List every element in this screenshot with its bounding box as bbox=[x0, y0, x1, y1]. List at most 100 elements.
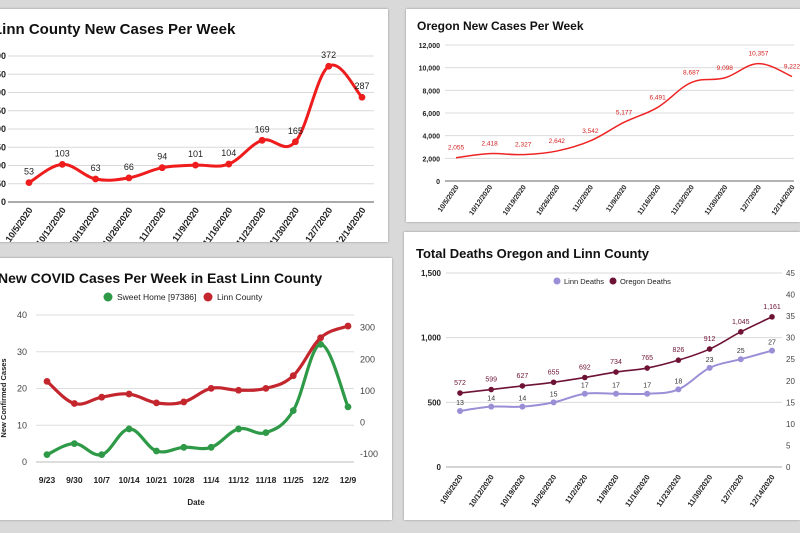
y-right-tick-label: 0 bbox=[786, 463, 791, 472]
data-label: 94 bbox=[157, 152, 167, 162]
data-point bbox=[70, 400, 78, 407]
x-tick-label: 10/12/2020 bbox=[34, 205, 68, 242]
y-left-tick-label: 500 bbox=[428, 398, 442, 407]
legend-label: Oregon Deaths bbox=[620, 277, 671, 286]
data-label: 912 bbox=[704, 336, 716, 343]
x-tick-label: 10/7 bbox=[93, 475, 110, 485]
y-tick-label: 6,000 bbox=[422, 111, 440, 118]
x-axis-title: Date bbox=[187, 498, 205, 507]
data-point bbox=[235, 386, 242, 394]
data-label: 169 bbox=[255, 124, 270, 134]
data-point bbox=[207, 384, 215, 392]
data-label: 372 bbox=[321, 50, 336, 60]
data-point bbox=[317, 334, 325, 342]
data-point bbox=[292, 138, 299, 146]
x-tick-label: 12/14/2020 bbox=[334, 205, 368, 242]
data-point bbox=[225, 160, 233, 168]
y-right-tick-label: 100 bbox=[360, 386, 375, 396]
data-point bbox=[317, 341, 325, 348]
data-point bbox=[262, 429, 270, 436]
x-tick-label: 11/16/2020 bbox=[637, 184, 663, 216]
data-point bbox=[92, 175, 99, 183]
x-tick-label: 12/14/2020 bbox=[748, 473, 777, 509]
east-linn-title: New COVID Cases Per Week in East Linn Co… bbox=[0, 270, 323, 286]
data-point bbox=[158, 164, 166, 172]
data-point bbox=[258, 136, 266, 144]
data-label: 9,222 bbox=[784, 63, 800, 70]
x-tick-label: 11/2/2020 bbox=[563, 473, 589, 505]
x-tick-label: 10/26/2020 bbox=[536, 184, 562, 217]
linn-cases-chart: 0 50 100 150 200 250 300 350 400 53 103 63 66 94 101 10… bbox=[0, 50, 374, 242]
data-label: 6,491 bbox=[649, 94, 666, 101]
data-point bbox=[262, 384, 270, 392]
data-point bbox=[98, 393, 106, 401]
data-label: 17 bbox=[581, 383, 589, 390]
linn-cases-title: Linn County New Cases Per Week bbox=[0, 21, 236, 38]
data-point bbox=[582, 374, 588, 381]
data-point bbox=[675, 386, 682, 393]
y-tick-label: 350 bbox=[0, 69, 6, 79]
y-left-tick-label: 30 bbox=[17, 347, 27, 357]
x-tick-label: 11/9/2020 bbox=[605, 184, 628, 213]
east-linn-chart: 0 10 20 30 40 -100 0 100 200 300 9/23 9/30 10/7 10/14… bbox=[0, 292, 378, 507]
oregon-cases-title: Oregon New Cases Per Week bbox=[417, 19, 584, 33]
y-right-tick-label: 0 bbox=[360, 417, 365, 427]
x-tick-label: 11/16/2020 bbox=[623, 473, 652, 509]
oregon-cases-chart: 0 2,000 4,000 6,000 8,000 10,000 12,000 2,055 2,… bbox=[419, 43, 800, 217]
data-point bbox=[706, 346, 713, 352]
y-tick-label: 200 bbox=[0, 124, 6, 134]
y-left-tick-label: 0 bbox=[437, 463, 442, 472]
data-point bbox=[550, 399, 557, 406]
x-tick-label: 10/5/2020 bbox=[438, 473, 465, 506]
data-point bbox=[58, 161, 66, 168]
x-tick-label: 11/25 bbox=[283, 475, 304, 485]
data-point bbox=[613, 369, 619, 375]
y-tick-label: 8,000 bbox=[422, 88, 440, 95]
data-point bbox=[344, 403, 352, 411]
data-point bbox=[344, 322, 352, 330]
x-tick-label: 12/2 bbox=[312, 475, 329, 485]
y-left-tick-label: 1,000 bbox=[421, 334, 442, 343]
x-tick-label: 10/12/2020 bbox=[467, 473, 496, 509]
y-right-tick-label: 15 bbox=[786, 398, 795, 407]
data-point bbox=[289, 407, 297, 414]
x-tick-label: 11/12 bbox=[228, 475, 249, 485]
x-tick-label: 10/19/2020 bbox=[67, 205, 101, 242]
x-tick-label: 11/4 bbox=[203, 475, 219, 485]
data-label: 2,418 bbox=[481, 141, 498, 148]
data-point bbox=[207, 443, 215, 451]
data-label: 2,642 bbox=[549, 138, 566, 145]
x-tick-label: 9/23 bbox=[39, 475, 56, 485]
data-label: 101 bbox=[188, 149, 203, 159]
legend-marker bbox=[103, 292, 113, 302]
x-tick-label: 11/2/2020 bbox=[137, 205, 168, 242]
data-point bbox=[153, 447, 160, 455]
east-linn-panel: New COVID Cases Per Week in East Linn Co… bbox=[0, 258, 392, 520]
y-right-tick-label: 200 bbox=[360, 354, 375, 364]
x-tick-label: 11/23/2020 bbox=[670, 184, 696, 216]
data-point bbox=[769, 314, 775, 320]
data-point bbox=[769, 347, 775, 354]
data-point bbox=[180, 443, 188, 451]
x-tick-label: 11/16/2020 bbox=[201, 205, 235, 242]
x-tick-label: 12/7/2020 bbox=[739, 184, 763, 214]
data-label: 53 bbox=[24, 167, 34, 177]
data-label: 17 bbox=[643, 383, 651, 390]
y-tick-label: 12,000 bbox=[419, 43, 441, 50]
linn-cases-panel: Linn County New Cases Per Week 0 50 100 150… bbox=[0, 9, 388, 242]
data-point bbox=[550, 379, 557, 386]
series-line bbox=[45, 324, 349, 406]
y-right-tick-label: 300 bbox=[360, 323, 375, 333]
y-tick-label: 4,000 bbox=[422, 134, 440, 141]
data-label: 2,327 bbox=[515, 142, 532, 149]
x-tick-label: 10/5/2020 bbox=[437, 184, 461, 214]
x-tick-label: 10/21 bbox=[146, 475, 168, 485]
x-tick-label: 12/7/2020 bbox=[303, 205, 334, 242]
data-label: 2,055 bbox=[448, 145, 465, 152]
data-label: 765 bbox=[641, 355, 653, 362]
x-tick-label: 12/9 bbox=[340, 475, 357, 485]
data-point bbox=[488, 386, 494, 393]
x-tick-label: 11/30/2020 bbox=[704, 184, 730, 216]
deaths-chart: 0 500 1,000 1,500 0 5 10 15 20 25 30 35 40 45 13 14 14 15… bbox=[421, 269, 795, 509]
data-point bbox=[153, 399, 160, 407]
